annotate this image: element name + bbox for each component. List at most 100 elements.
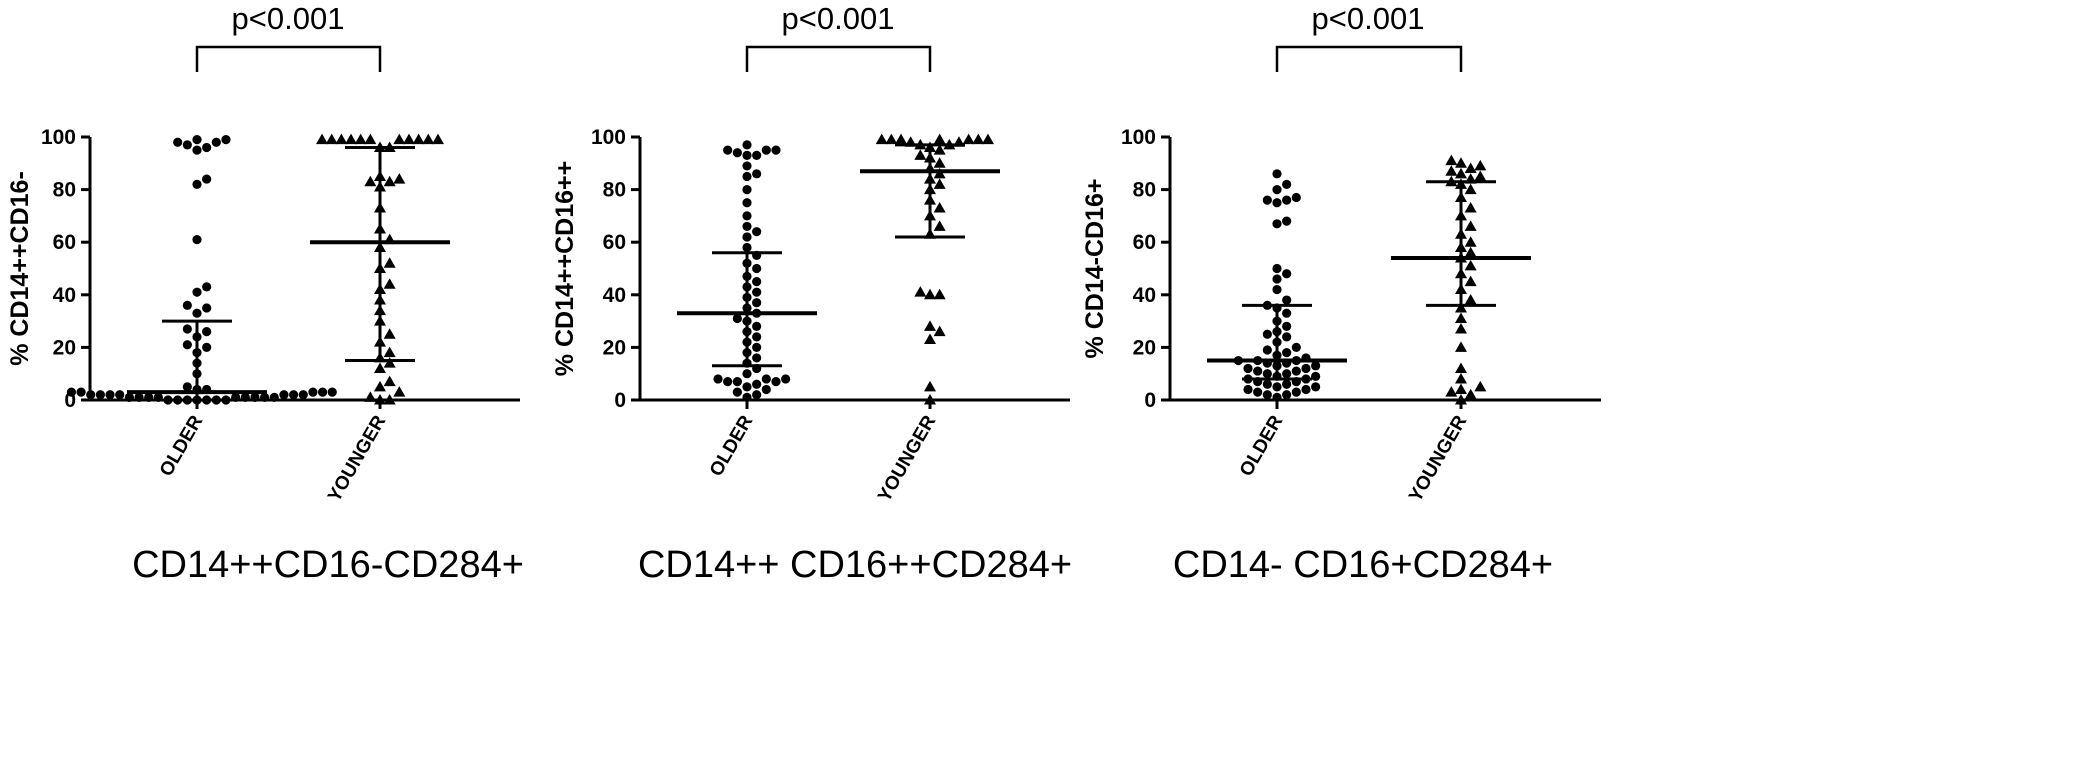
y-tick-label: 40 [603, 284, 626, 307]
data-point-triangle [1455, 312, 1467, 323]
data-point-circle [761, 145, 771, 155]
data-point-circle [192, 308, 202, 318]
data-point-triangle [933, 220, 946, 231]
data-point-circle [752, 287, 762, 297]
data-point-circle [1291, 366, 1301, 376]
data-point-circle [752, 321, 762, 331]
data-point-triangle [1464, 202, 1477, 213]
y-tick-label: 40 [53, 284, 76, 307]
data-point-triangle [325, 133, 338, 145]
data-point-circle [742, 198, 752, 208]
significance-label: p<0.001 [232, 1, 345, 36]
data-point-circle [732, 376, 742, 387]
data-point-circle [752, 227, 762, 237]
data-point-triangle [1464, 294, 1477, 305]
y-tick-label: 80 [1133, 179, 1156, 202]
data-point-triangle [354, 133, 367, 145]
data-point-circle [144, 392, 154, 402]
data-point-triangle [1464, 388, 1477, 400]
data-point-triangle [383, 175, 396, 187]
x-category-label: YOUNGER [324, 412, 390, 506]
data-point-triangle [374, 362, 386, 373]
data-point-circle [95, 390, 105, 400]
data-point-circle [742, 211, 752, 221]
y-tick-label: 100 [41, 126, 76, 149]
data-point-circle [732, 148, 742, 158]
y-axis-label: % CD14++CD16- [6, 171, 34, 366]
data-point-circle [761, 374, 771, 384]
data-point-circle [742, 392, 752, 402]
data-point-circle [1272, 392, 1282, 402]
data-point-triangle [345, 133, 358, 145]
data-point-circle [66, 387, 77, 397]
y-tick-label: 100 [1121, 126, 1156, 149]
data-point-circle [250, 392, 260, 402]
data-point-circle [752, 390, 762, 400]
data-point-triangle [875, 133, 888, 145]
y-tick-label: 60 [1133, 231, 1156, 254]
data-point-circle [202, 142, 212, 153]
data-point-circle [86, 390, 96, 400]
data-point-triangle [374, 380, 386, 392]
x-category-label: YOUNGER [874, 412, 940, 506]
data-point-circle [723, 376, 733, 387]
data-point-triangle [1464, 220, 1477, 231]
data-point-circle [1272, 169, 1282, 179]
data-point-circle [202, 282, 212, 292]
y-tick-label: 20 [53, 336, 76, 359]
data-point-circle [317, 387, 328, 397]
y-tick-label: 0 [614, 389, 626, 412]
data-point-triangle [1445, 386, 1458, 397]
data-point-circle [1282, 332, 1292, 342]
significance-bracket [195, 45, 382, 72]
y-tick-label: 0 [64, 389, 76, 412]
data-point-circle [1282, 348, 1292, 358]
data-point-triangle [924, 333, 936, 345]
data-point-circle [1311, 371, 1321, 381]
data-point-circle [742, 232, 752, 242]
panel-cd14m-cd16p: p<0.001 0 20 40 60 80 100 % CD14-CD16+ OLDER YOUN… [1081, 1, 1601, 586]
data-point-circle [1282, 379, 1292, 389]
data-point-triangle [914, 149, 927, 160]
data-point-circle [1282, 179, 1292, 189]
data-point-circle [182, 340, 192, 350]
data-point-circle [771, 145, 781, 155]
panel-title: CD14++CD16-CD284+ [132, 544, 524, 586]
data-point-triangle [924, 394, 936, 405]
data-point-circle [182, 300, 192, 310]
y-tick-label: 80 [603, 179, 626, 202]
data-point-triangle [1455, 362, 1467, 373]
data-point-circle [192, 234, 202, 245]
data-point-circle [752, 277, 762, 287]
data-point-triangle [1445, 165, 1458, 176]
data-point-triangle [431, 133, 444, 145]
significance-label: p<0.001 [782, 1, 895, 36]
data-point-triangle [412, 133, 425, 145]
x-category-label: OLDER [156, 412, 208, 480]
data-point-circle [752, 169, 762, 179]
data-point-circle [752, 298, 762, 308]
y-tick-label: 100 [591, 126, 626, 149]
data-point-circle [308, 387, 318, 397]
data-point-circle [182, 140, 192, 150]
data-point-circle [1282, 195, 1292, 205]
data-point-triangle [402, 133, 415, 145]
data-point-triangle [1474, 159, 1487, 171]
data-point-circle [173, 137, 183, 147]
data-point-triangle [1455, 157, 1467, 168]
data-point-circle [742, 242, 752, 253]
data-point-circle [211, 137, 221, 147]
data-point-circle [1262, 369, 1272, 379]
data-point-circle [1262, 195, 1272, 205]
significance-bracket [745, 45, 932, 72]
data-point-circle [742, 369, 752, 379]
data-point-triangle [933, 325, 946, 337]
data-point-circle [279, 390, 289, 400]
data-point-circle [76, 387, 86, 397]
data-point-triangle [1474, 170, 1487, 181]
data-point-circle [1311, 382, 1321, 392]
data-point-triangle [1464, 259, 1477, 271]
data-point-triangle [1455, 394, 1467, 405]
data-point-circle [1282, 216, 1292, 226]
data-point-triangle [1455, 372, 1467, 384]
